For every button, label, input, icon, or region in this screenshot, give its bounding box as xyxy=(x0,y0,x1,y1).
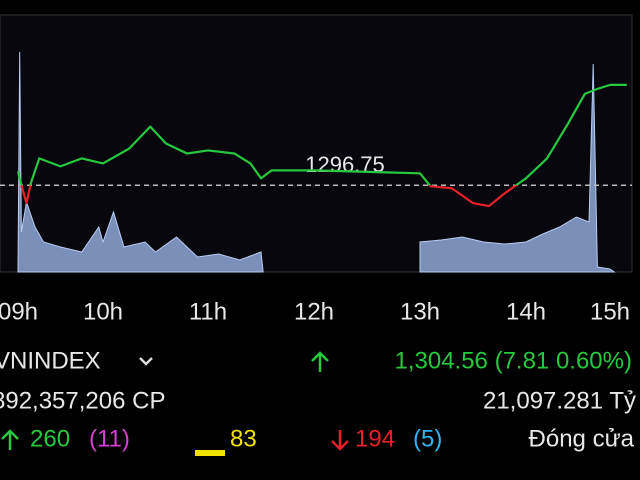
declines: 194 xyxy=(355,425,395,452)
up-arrow xyxy=(1,429,19,450)
advances: 260 xyxy=(30,425,70,452)
x-tick-label: 12h xyxy=(294,298,334,325)
chart-area xyxy=(0,14,633,273)
volume-area xyxy=(17,51,616,273)
advances-ceiling: (11) xyxy=(89,425,130,452)
dropdown-icon[interactable] xyxy=(139,357,153,366)
x-tick-label: 09h xyxy=(0,298,38,325)
index-value: 1,304.56 (7.81 0.60%) xyxy=(394,347,632,374)
x-tick-label: 10h xyxy=(83,298,123,325)
value-text: 21,097.281 Tỷ xyxy=(483,387,636,414)
reference-label: 1296.75 xyxy=(305,152,385,177)
down-arrow xyxy=(331,430,349,451)
volume-text: 892,357,206 CP xyxy=(0,387,165,414)
unchanged: 83 xyxy=(230,425,257,452)
x-tick-label: 11h xyxy=(189,298,227,325)
unchanged-icon xyxy=(195,450,225,456)
declines-floor: (5) xyxy=(413,425,442,452)
up-arrow xyxy=(311,351,329,372)
index-line xyxy=(16,83,627,186)
x-tick-label: 13h xyxy=(400,298,440,325)
index-name[interactable]: VNINDEX xyxy=(0,347,101,374)
x-tick-label: 14h xyxy=(506,298,546,325)
x-tick-label: 15h xyxy=(590,298,630,325)
market-status: Đóng cửa xyxy=(529,425,635,452)
